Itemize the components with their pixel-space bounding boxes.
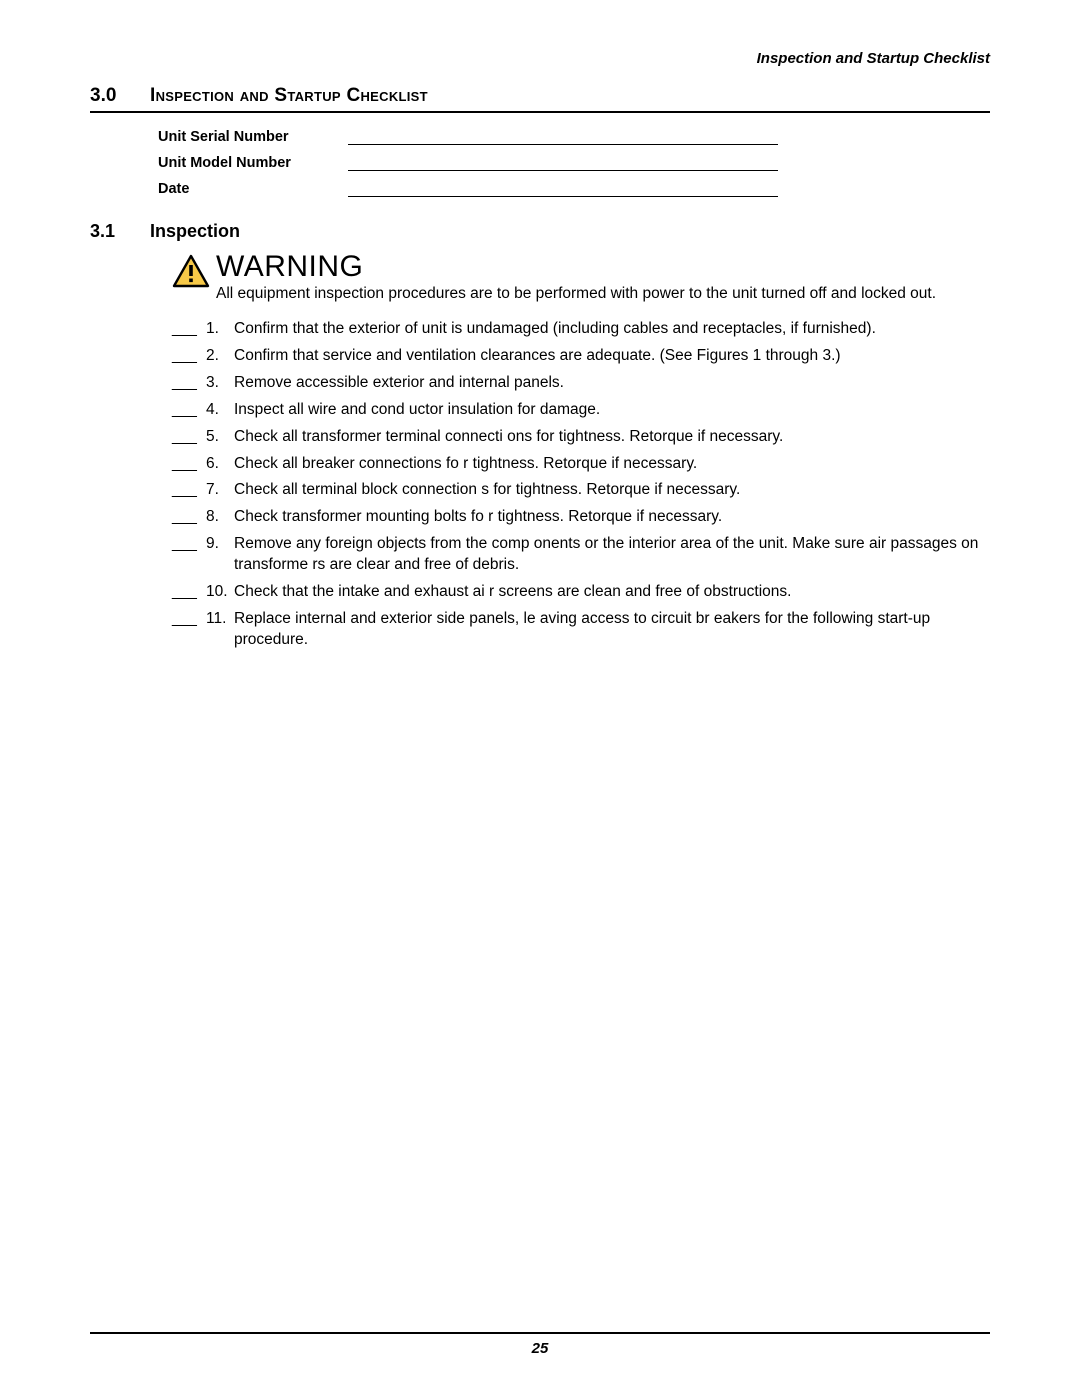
check-number: 7.	[206, 480, 234, 501]
check-blank: ___	[172, 480, 206, 501]
checklist-item: ___ 10. Check that the intake and exhaus…	[172, 582, 990, 603]
checklist-item: ___ 5. Check all transformer terminal co…	[172, 427, 990, 448]
checklist-item: ___ 7. Check all terminal block connecti…	[172, 480, 990, 501]
info-row: Date	[158, 181, 990, 197]
page-footer: 25	[90, 1332, 990, 1357]
info-blank-line	[348, 129, 778, 145]
checklist-item: ___ 6. Check all breaker connections fo …	[172, 454, 990, 475]
checklist-item: ___ 3. Remove accessible exterior and in…	[172, 373, 990, 394]
check-number: 3.	[206, 373, 234, 394]
check-text: Confirm that service and ventilation cle…	[234, 346, 990, 367]
check-blank: ___	[172, 427, 206, 448]
subsection-number: 3.1	[90, 221, 150, 242]
info-label-serial: Unit Serial Number	[158, 129, 348, 145]
check-text: Check that the intake and exhaust ai r s…	[234, 582, 990, 603]
subsection-title: Inspection	[150, 221, 240, 242]
inspection-checklist: ___ 1. Confirm that the exterior of unit…	[172, 319, 990, 651]
check-number: 8.	[206, 507, 234, 528]
check-number: 9.	[206, 534, 234, 576]
check-text: Remove any foreign objects from the comp…	[234, 534, 990, 576]
check-blank: ___	[172, 373, 206, 394]
checklist-item: ___ 1. Confirm that the exterior of unit…	[172, 319, 990, 340]
check-number: 6.	[206, 454, 234, 475]
check-blank: ___	[172, 507, 206, 528]
footer-rule	[90, 1332, 990, 1334]
warning-body: All equipment inspection procedures are …	[216, 284, 990, 305]
section-number: 3.0	[90, 85, 150, 107]
checklist-item: ___ 8. Check transformer mounting bolts …	[172, 507, 990, 528]
info-blank-line	[348, 181, 778, 197]
info-label-model: Unit Model Number	[158, 155, 348, 171]
check-number: 2.	[206, 346, 234, 367]
section-rule	[90, 111, 990, 113]
check-text: Inspect all wire and cond uctor insulati…	[234, 400, 990, 421]
check-blank: ___	[172, 319, 206, 340]
warning-triangle-icon	[172, 254, 210, 305]
check-text: Confirm that the exterior of unit is und…	[234, 319, 990, 340]
info-row: Unit Serial Number	[158, 129, 990, 145]
info-label-date: Date	[158, 181, 348, 197]
check-number: 11.	[206, 609, 234, 651]
check-number: 4.	[206, 400, 234, 421]
info-row: Unit Model Number	[158, 155, 990, 171]
check-text: Check transformer mounting bolts fo r ti…	[234, 507, 990, 528]
check-text: Replace internal and exterior side panel…	[234, 609, 990, 651]
checklist-item: ___ 11. Replace internal and exterior si…	[172, 609, 990, 651]
check-blank: ___	[172, 346, 206, 367]
check-blank: ___	[172, 534, 206, 576]
checklist-item: ___ 2. Confirm that service and ventilat…	[172, 346, 990, 367]
check-number: 10.	[206, 582, 234, 603]
info-blank-line	[348, 155, 778, 171]
check-number: 5.	[206, 427, 234, 448]
check-blank: ___	[172, 609, 206, 651]
warning-title: WARNING	[216, 252, 990, 282]
checklist-item: ___ 9. Remove any foreign objects from t…	[172, 534, 990, 576]
warning-block: WARNING All equipment inspection procedu…	[172, 252, 990, 305]
unit-info-table: Unit Serial Number Unit Model Number Dat…	[158, 129, 990, 197]
section-title: Inspection and Startup Checklist	[150, 85, 428, 107]
running-header: Inspection and Startup Checklist	[90, 50, 990, 67]
section-heading: 3.0 Inspection and Startup Checklist	[90, 85, 990, 107]
checklist-item: ___ 4. Inspect all wire and cond uctor i…	[172, 400, 990, 421]
check-blank: ___	[172, 582, 206, 603]
subsection-heading: 3.1 Inspection	[90, 221, 990, 242]
check-text: Remove accessible exterior and internal …	[234, 373, 990, 394]
check-text: Check all terminal block connection s fo…	[234, 480, 990, 501]
page-number: 25	[90, 1340, 990, 1357]
check-text: Check all transformer terminal connecti …	[234, 427, 990, 448]
check-blank: ___	[172, 454, 206, 475]
check-number: 1.	[206, 319, 234, 340]
check-blank: ___	[172, 400, 206, 421]
check-text: Check all breaker connections fo r tight…	[234, 454, 990, 475]
